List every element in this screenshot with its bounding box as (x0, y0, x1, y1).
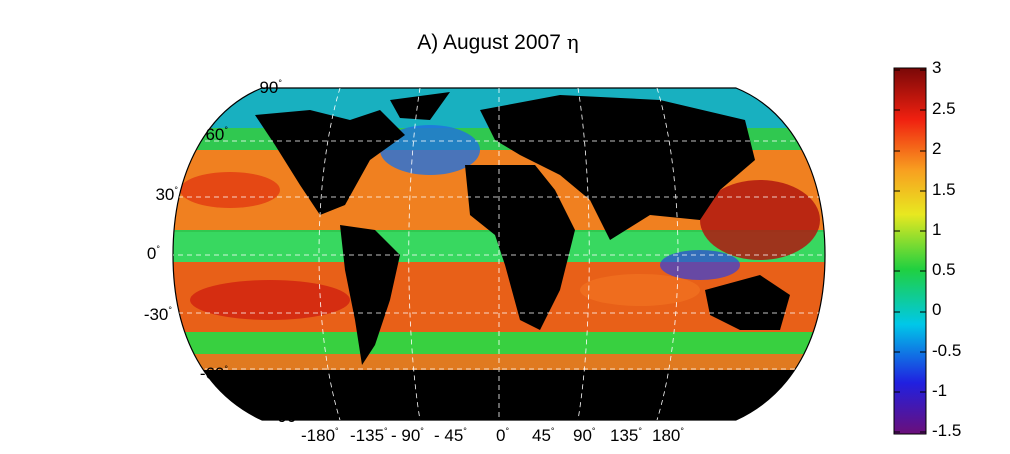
lat-label-0: 0° (146, 244, 160, 263)
map-title: A) August 2007 η (378, 30, 618, 55)
lat-label-minus90: -90° (271, 407, 300, 426)
colorbar-label: -1 (932, 381, 948, 400)
lon-label-minus90: - 90° (391, 426, 424, 445)
lat-label-minus60: -60° (199, 364, 228, 383)
ocean-field (173, 88, 825, 420)
lon-label-45: 45° (532, 426, 555, 445)
lat-label-minus30: -30° (143, 305, 172, 324)
colorbar-label: 0 (932, 300, 942, 319)
lat-label-30: 30° (155, 185, 178, 204)
colorbar-label: 1 (932, 220, 942, 239)
colorbar-label: 2.5 (932, 99, 956, 118)
lon-label-minus45: - 45° (434, 426, 467, 445)
lat-label-90: 90° (259, 78, 282, 97)
lon-label-135: 135° (610, 426, 642, 445)
colorbar-label: 1.5 (932, 180, 956, 199)
graticule (173, 88, 825, 420)
colorbar-label: -0.5 (932, 341, 962, 360)
lon-label-90: 90° (573, 426, 596, 445)
title-symbol: η (566, 30, 579, 54)
colorbar-label: 3 (932, 58, 942, 77)
lon-label-minus180: -180° (301, 426, 339, 445)
colorbar-label: 0.5 (932, 260, 956, 279)
lon-label-minus135: -135° (350, 426, 388, 445)
colorbar-label: -1.5 (932, 421, 962, 440)
lat-label-60: 60° (205, 125, 228, 144)
lon-label-0: 0° (496, 426, 510, 445)
lon-label-180: 180° (652, 426, 684, 445)
title-text: A) August 2007 (417, 31, 561, 54)
globe-outline (172, 87, 826, 421)
colorbar-ticks (894, 69, 926, 433)
colorbar (893, 67, 927, 435)
colorbar-label: 2 (932, 139, 942, 158)
